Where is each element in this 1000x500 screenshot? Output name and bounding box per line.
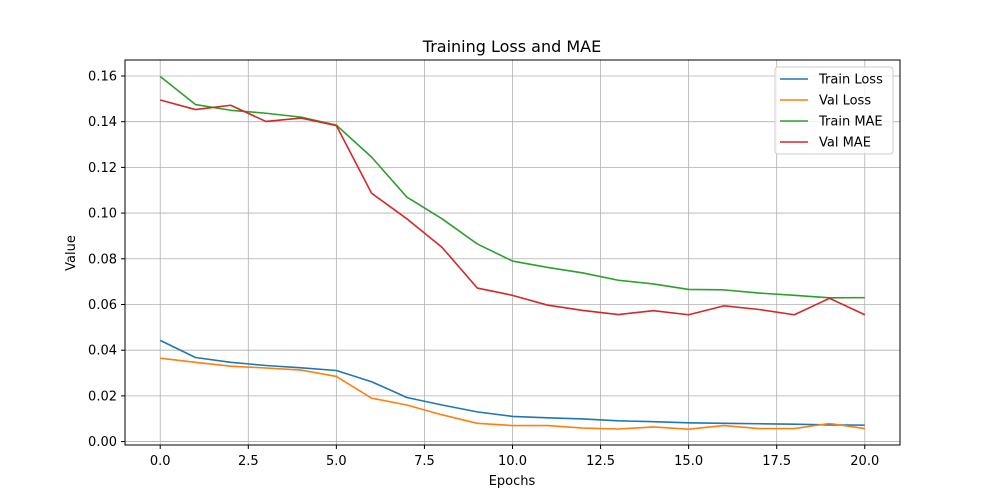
- axis-ticks: 0.0 2.5 5.0 7.5 10.0 12.5 15.0 17.5 20.0 0.00 0.02…: [88, 69, 879, 469]
- x-tick-label: 0.0: [150, 454, 171, 469]
- y-tick-label: 0.02: [88, 389, 117, 404]
- series-line-val-mae: [160, 99, 866, 316]
- legend-label-train-mae: Train MAE: [818, 115, 883, 130]
- series-lines: [159, 75, 866, 431]
- y-tick-label: 0.14: [88, 115, 117, 130]
- y-axis-label: Value: [64, 235, 79, 271]
- y-tick-label: 0.08: [88, 252, 117, 267]
- legend-label-val-mae: Val MAE: [819, 136, 871, 151]
- x-tick-label: 5.0: [326, 454, 347, 469]
- series-line-train-loss: [159, 339, 865, 426]
- legend-box: [774, 66, 894, 155]
- x-axis-label: Epochs: [489, 474, 536, 489]
- x-tick-label: 7.5: [414, 454, 435, 469]
- y-tick-label: 0.10: [88, 207, 117, 222]
- y-tick-label: 0.00: [88, 435, 117, 450]
- x-tick-label: 20.0: [850, 454, 879, 469]
- x-tick-label: 2.5: [238, 454, 259, 469]
- series-line-train-mae: [159, 75, 865, 299]
- chart-title: Training Loss and MAE: [422, 37, 601, 56]
- y-tick-label: 0.06: [88, 298, 117, 313]
- x-tick-label: 15.0: [674, 454, 703, 469]
- y-tick-label: 0.12: [88, 161, 117, 176]
- legend-items: Train Loss Val Loss Train MAE Val MAE: [780, 73, 883, 151]
- y-tick-label: 0.16: [88, 69, 117, 84]
- legend-label-train-loss: Train Loss: [818, 73, 883, 88]
- y-tick-label: 0.04: [88, 344, 117, 359]
- x-tick-label: 12.5: [586, 454, 615, 469]
- legend: Train Loss Val Loss Train MAE Val MAE: [774, 66, 894, 155]
- x-tick-label: 17.5: [762, 454, 791, 469]
- legend-label-val-loss: Val Loss: [819, 94, 871, 109]
- x-tick-label: 10.0: [498, 454, 527, 469]
- series-line-val-loss: [160, 357, 865, 431]
